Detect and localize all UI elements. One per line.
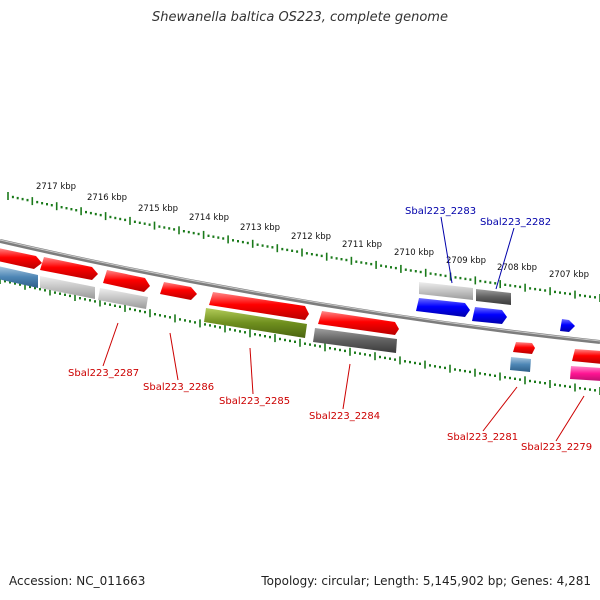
gene-box-darkgray[interactable] [313,328,397,353]
gene-label-group-bottom: Sbal223_2287 Sbal223_2286 Sbal223_2285 S… [68,368,592,453]
gene-arrow-red[interactable] [0,248,42,269]
leader-line [555,395,585,442]
leader-line [440,216,453,284]
accession-text: Accession: NC_011663 [9,574,146,588]
gene-arrow-blue[interactable] [416,298,470,317]
gene-box-pink[interactable] [570,366,600,381]
gene-arrow-red[interactable] [103,270,150,292]
kbp-label: 2711 kbp [342,240,382,250]
kbp-label: 2717 kbp [36,182,76,192]
gene-arrow-red[interactable] [40,257,98,280]
kbp-label: 2707 kbp [549,270,589,280]
gene-box-steelblue[interactable] [510,357,531,372]
gene-arrow-red[interactable] [513,342,535,354]
gene-label-group-top: Sbal223_2283 Sbal223_2282 [405,206,551,228]
gene-label[interactable]: Sbal223_2283 [405,206,476,217]
outer-tick-scale [7,192,600,302]
leader-line [249,347,254,395]
leader-line [342,363,351,410]
label-leader-lines [102,216,585,442]
kbp-label: 2709 kbp [446,256,486,266]
forward-strand-genes [0,248,511,335]
gene-box-darkgray[interactable] [476,289,511,305]
kbp-label: 2713 kbp [240,223,280,233]
kbp-label: 2715 kbp [138,204,178,214]
leader-line [102,322,119,367]
gene-box-lightgray[interactable] [419,282,473,300]
kbp-label-group: 2717 kbp 2716 kbp 2715 kbp 2714 kbp 2713… [36,182,589,280]
leader-line [482,386,518,432]
gene-arrow-red[interactable] [160,282,197,300]
kbp-label: 2716 kbp [87,193,127,203]
gene-label[interactable]: Sbal223_2281 [447,432,518,443]
gene-arrow-blue[interactable] [560,319,575,332]
leader-line [169,332,179,381]
gene-label[interactable]: Sbal223_2282 [480,217,551,228]
gene-box-olive[interactable] [204,308,307,338]
kbp-label: 2712 kbp [291,232,331,242]
topology-text: Topology: circular; Length: 5,145,902 bp… [261,574,591,588]
gene-arrow-blue[interactable] [472,307,507,324]
gene-label[interactable]: Sbal223_2285 [219,396,290,407]
genome-backbone [0,239,600,344]
gene-label[interactable]: Sbal223_2286 [143,382,214,393]
gene-box-lightgray[interactable] [98,288,148,309]
genome-title: Shewanella baltica OS223, complete genom… [152,10,448,25]
kbp-label: 2710 kbp [394,248,434,258]
reverse-strand-genes [0,266,600,381]
gene-arrow-red[interactable] [318,311,399,335]
gene-arrow-red[interactable] [209,292,309,320]
gene-box-steelblue[interactable] [0,266,38,288]
leader-line [495,227,515,290]
kbp-label: 2714 kbp [189,213,229,223]
gene-label[interactable]: Sbal223_2279 [521,442,592,453]
gene-box-lightgray[interactable] [40,276,95,299]
gene-label[interactable]: Sbal223_2284 [309,411,380,422]
kbp-label: 2708 kbp [497,263,537,273]
gene-label[interactable]: Sbal223_2287 [68,368,139,379]
gene-arrow-red[interactable] [572,349,600,364]
genome-backbone-highlight [0,239,600,342]
